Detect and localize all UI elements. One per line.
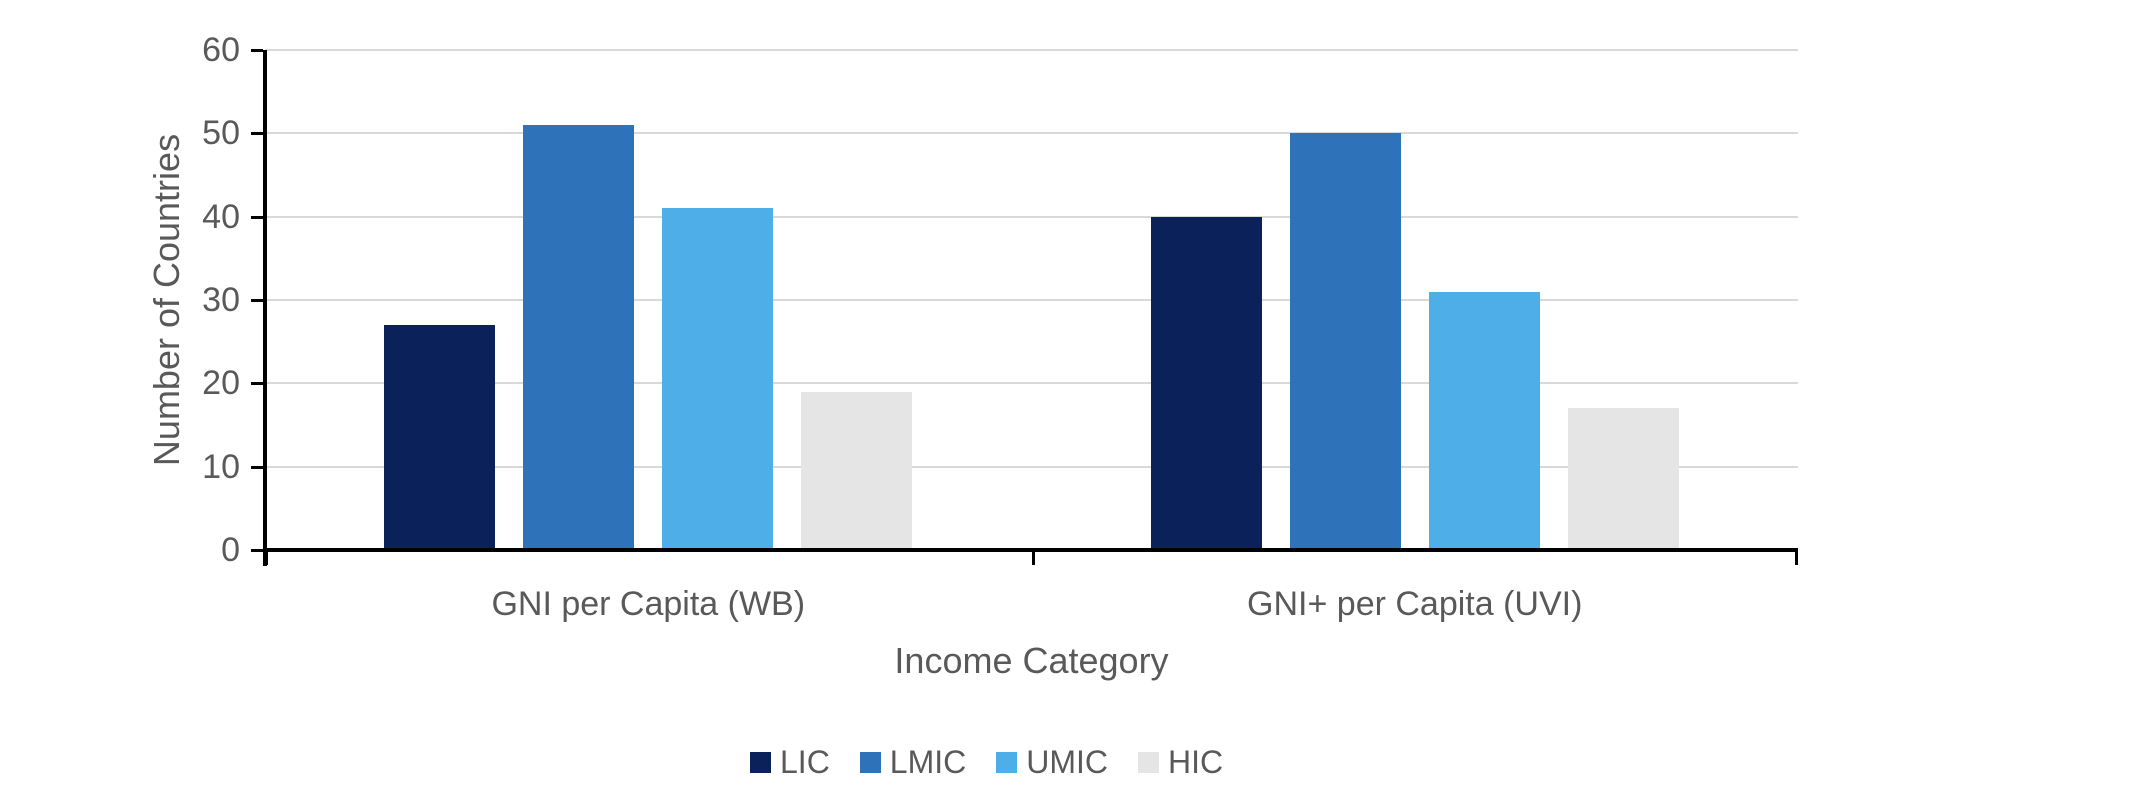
legend-label-umic: UMIC: [1026, 744, 1109, 780]
legend-swatch-lmic: [859, 751, 881, 773]
bar-hic-group2: [1567, 408, 1679, 550]
y-tick-mark-0: [251, 549, 263, 552]
bar-umic-group2: [1428, 291, 1540, 550]
x-category-labels: GNI per Capita (WB) GNI+ per Capita (UVI): [265, 585, 1798, 624]
y-tick-mark-50: [251, 132, 263, 136]
gridline-50: [265, 132, 1798, 135]
legend-label-hic: HIC: [1168, 744, 1224, 780]
chart-legend: LIC LMIC UMIC HIC: [750, 744, 1223, 780]
y-tick-label-40: 40: [202, 197, 240, 236]
y-tick-label-30: 30: [202, 281, 240, 319]
x-tick-mark-1: [1031, 550, 1035, 565]
bar-group-2: [1032, 50, 1799, 550]
y-tick-mark-10: [251, 465, 263, 469]
x-axis-line: [263, 548, 1798, 552]
legend-item-umic: UMIC: [996, 744, 1108, 780]
y-axis-tick-labels: 0 10 20 30 40 50 60: [0, 31, 240, 569]
bar-group-1: [265, 50, 1032, 550]
y-tick-label-0: 0: [221, 531, 240, 569]
x-axis-title: Income Category: [894, 640, 1169, 681]
gridline-10: [265, 465, 1798, 468]
legend-label-lmic: LMIC: [889, 744, 967, 780]
gridline-20: [265, 382, 1798, 385]
bar-hic-group1: [801, 391, 913, 550]
x-tick-mark-0: [265, 550, 268, 565]
y-tick-mark-40: [251, 215, 263, 219]
plot-area: [251, 49, 1798, 566]
y-tick-mark-60: [251, 49, 263, 52]
x-tick-mark-2: [1795, 550, 1798, 565]
x-category-label-2: GNI+ per Capita (UVI): [1247, 585, 1583, 623]
y-tick-label-20: 20: [202, 364, 240, 403]
y-tick-label-60: 60: [202, 31, 240, 69]
y-tick-label-10: 10: [202, 447, 240, 486]
gridline-40: [265, 215, 1798, 218]
legend-item-lmic: LMIC: [859, 744, 967, 780]
legend-item-hic: HIC: [1138, 744, 1223, 780]
gridline-60: [265, 49, 1798, 51]
legend-swatch-hic: [1138, 751, 1160, 773]
bar-umic-group1: [662, 208, 774, 550]
legend-swatch-umic: [996, 751, 1018, 773]
y-tick-mark-20: [251, 382, 263, 386]
legend-label-lic: LIC: [780, 744, 830, 780]
bar-lic-group2: [1150, 216, 1262, 550]
y-tick-mark-30: [251, 299, 263, 302]
bar-lic-group1: [384, 325, 496, 550]
y-tick-label-50: 50: [202, 114, 240, 153]
legend-swatch-lic: [750, 751, 771, 773]
y-axis-line: [263, 50, 267, 566]
bar-lmic-group2: [1289, 133, 1401, 550]
x-category-label-1: GNI per Capita (WB): [491, 585, 806, 623]
gridline-30: [265, 299, 1798, 301]
legend-item-lic: LIC: [750, 744, 830, 780]
bar-lmic-group1: [523, 125, 635, 550]
bar-groups: [265, 50, 1798, 550]
